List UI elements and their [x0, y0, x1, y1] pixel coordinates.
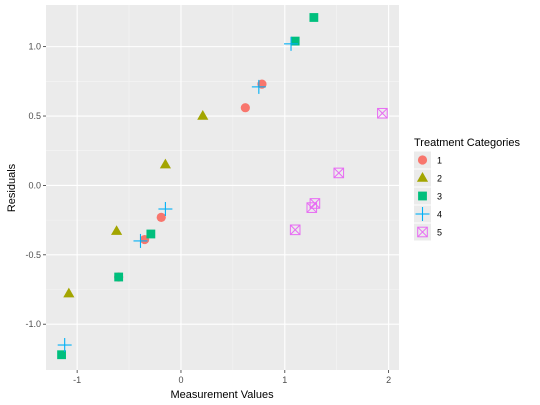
- legend-label-series-1: 1: [437, 156, 442, 166]
- legend-title: Treatment Categories: [414, 137, 520, 149]
- data-point-series-3: [309, 13, 319, 22]
- x-tick-label: 1: [282, 375, 287, 385]
- data-point-series-1: [240, 103, 250, 113]
- data-point-series-3: [290, 36, 300, 46]
- legend-key-series-3: [418, 191, 427, 201]
- data-point-series-2: [111, 225, 123, 235]
- y-axis-title: Residuals: [6, 163, 18, 212]
- y-tick-label: 0.0: [28, 180, 41, 190]
- data-point-series-4: [133, 233, 148, 248]
- legend-key-series-4: [415, 207, 430, 221]
- x-tick-label: 2: [386, 375, 391, 385]
- data-point-series-3: [146, 229, 156, 239]
- data-point-series-3: [57, 350, 66, 360]
- legend: Treatment Categories 1 2 3 4 5: [414, 137, 520, 241]
- data-point-series-4: [251, 79, 266, 94]
- y-tick-label: 1.0: [28, 42, 41, 52]
- y-tick-label: 0.5: [28, 111, 41, 121]
- data-point-series-5: [377, 107, 388, 119]
- x-tick-label: -1: [73, 375, 81, 385]
- data-points: [57, 13, 388, 360]
- legend-key-series-1: [417, 155, 428, 165]
- x-axis-title: Measurement Values: [170, 389, 274, 401]
- legend-label-series-5: 5: [437, 228, 442, 238]
- data-point-series-2: [197, 110, 209, 120]
- y-tick-label: -1.0: [25, 319, 41, 329]
- data-point-series-4: [57, 338, 72, 353]
- data-point-series-2: [159, 158, 171, 169]
- data-point-series-5: [289, 224, 301, 236]
- major-grid: [46, 5, 399, 370]
- minor-grid: [46, 5, 399, 370]
- x-tick-label: 0: [178, 375, 183, 385]
- data-point-series-5: [309, 198, 321, 209]
- legend-key-series-2: [416, 172, 429, 182]
- legend-label-series-4: 4: [437, 210, 442, 220]
- data-point-series-5: [306, 202, 318, 213]
- legend-key-series-5: [417, 226, 428, 238]
- panel-background: [46, 5, 399, 370]
- data-point-series-4: [284, 36, 299, 51]
- data-point-series-5: [333, 167, 345, 179]
- data-point-series-4: [158, 202, 173, 217]
- y-tick-label: -0.5: [25, 250, 41, 260]
- data-point-series-1: [156, 212, 166, 222]
- legend-label-series-3: 3: [437, 192, 442, 202]
- y-axis-ticks: -1.0 -0.5 0.0 0.5 1.0: [25, 42, 46, 329]
- legend-label-series-2: 2: [437, 174, 442, 184]
- x-axis-ticks: -1 0 1 2: [73, 370, 391, 385]
- data-point-series-3: [114, 272, 124, 282]
- data-point-series-2: [63, 287, 75, 298]
